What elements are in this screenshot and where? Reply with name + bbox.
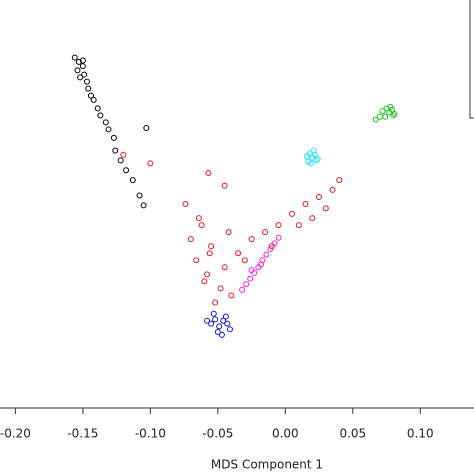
point [225, 229, 232, 236]
point [379, 108, 386, 115]
point [275, 222, 282, 229]
point [322, 205, 329, 212]
point [302, 201, 309, 207]
point [206, 250, 213, 257]
point [316, 193, 323, 200]
point [262, 229, 269, 236]
point [212, 299, 219, 306]
point [129, 177, 136, 184]
point [187, 236, 194, 243]
point [271, 240, 278, 247]
point [306, 150, 313, 157]
point [391, 110, 398, 117]
point [310, 147, 317, 154]
point [263, 251, 270, 258]
point [105, 126, 112, 133]
point [224, 320, 231, 327]
point [235, 250, 242, 257]
point [208, 243, 215, 250]
point [97, 112, 104, 119]
point [221, 182, 228, 189]
point [376, 113, 383, 120]
point [305, 158, 312, 165]
point [248, 236, 255, 243]
point [195, 215, 202, 222]
point [309, 215, 316, 222]
x-tick-label: -0.15 [67, 427, 98, 441]
point [383, 105, 390, 112]
point [382, 113, 389, 120]
point [112, 147, 119, 154]
point [79, 57, 86, 64]
point [147, 160, 154, 167]
point [117, 157, 124, 164]
point [221, 264, 228, 271]
point [258, 261, 265, 268]
point [102, 119, 109, 126]
legend-box [469, 0, 474, 119]
point [243, 281, 250, 288]
point [208, 320, 215, 327]
point [390, 112, 397, 119]
point [140, 202, 147, 209]
point [289, 210, 296, 217]
point [201, 278, 208, 285]
point [205, 170, 212, 177]
x-tick-label: 0.00 [272, 427, 299, 441]
point [79, 63, 86, 70]
x-tick-label: 0.05 [339, 427, 366, 441]
point [267, 246, 274, 253]
point [216, 323, 223, 330]
point [387, 103, 394, 110]
point [75, 58, 82, 65]
point [218, 331, 225, 338]
x-tick-label: -0.05 [202, 427, 233, 441]
point [123, 167, 130, 174]
point [85, 85, 92, 92]
point [388, 106, 395, 113]
point [74, 67, 81, 74]
point [143, 125, 150, 132]
point [372, 116, 379, 123]
point [226, 326, 233, 333]
point [182, 201, 189, 207]
point [295, 222, 302, 229]
point [204, 317, 211, 324]
point [212, 316, 219, 323]
point [329, 186, 336, 193]
point [83, 78, 90, 85]
x-tick-label: 0.10 [407, 427, 434, 441]
point [247, 275, 254, 282]
point [77, 74, 84, 81]
point [314, 155, 321, 162]
point [198, 222, 205, 229]
point [210, 310, 217, 317]
point [136, 192, 143, 199]
point [220, 317, 227, 324]
point [71, 54, 78, 61]
point [120, 151, 127, 158]
point [193, 257, 200, 264]
x-tick-label: -0.10 [135, 427, 166, 441]
point [222, 313, 229, 320]
point [228, 292, 235, 299]
point [81, 71, 88, 78]
point [239, 286, 246, 293]
point [336, 177, 343, 184]
x-tick-label: -0.20 [0, 427, 31, 441]
point [241, 257, 248, 264]
point [94, 105, 101, 112]
point [204, 271, 211, 278]
point [87, 92, 94, 99]
point [248, 267, 255, 274]
x-axis-label: MDS Component 1 [211, 458, 323, 472]
point [313, 157, 320, 164]
point [217, 285, 224, 292]
point [275, 234, 282, 241]
point [90, 96, 97, 103]
point [214, 329, 221, 336]
point [110, 134, 117, 141]
